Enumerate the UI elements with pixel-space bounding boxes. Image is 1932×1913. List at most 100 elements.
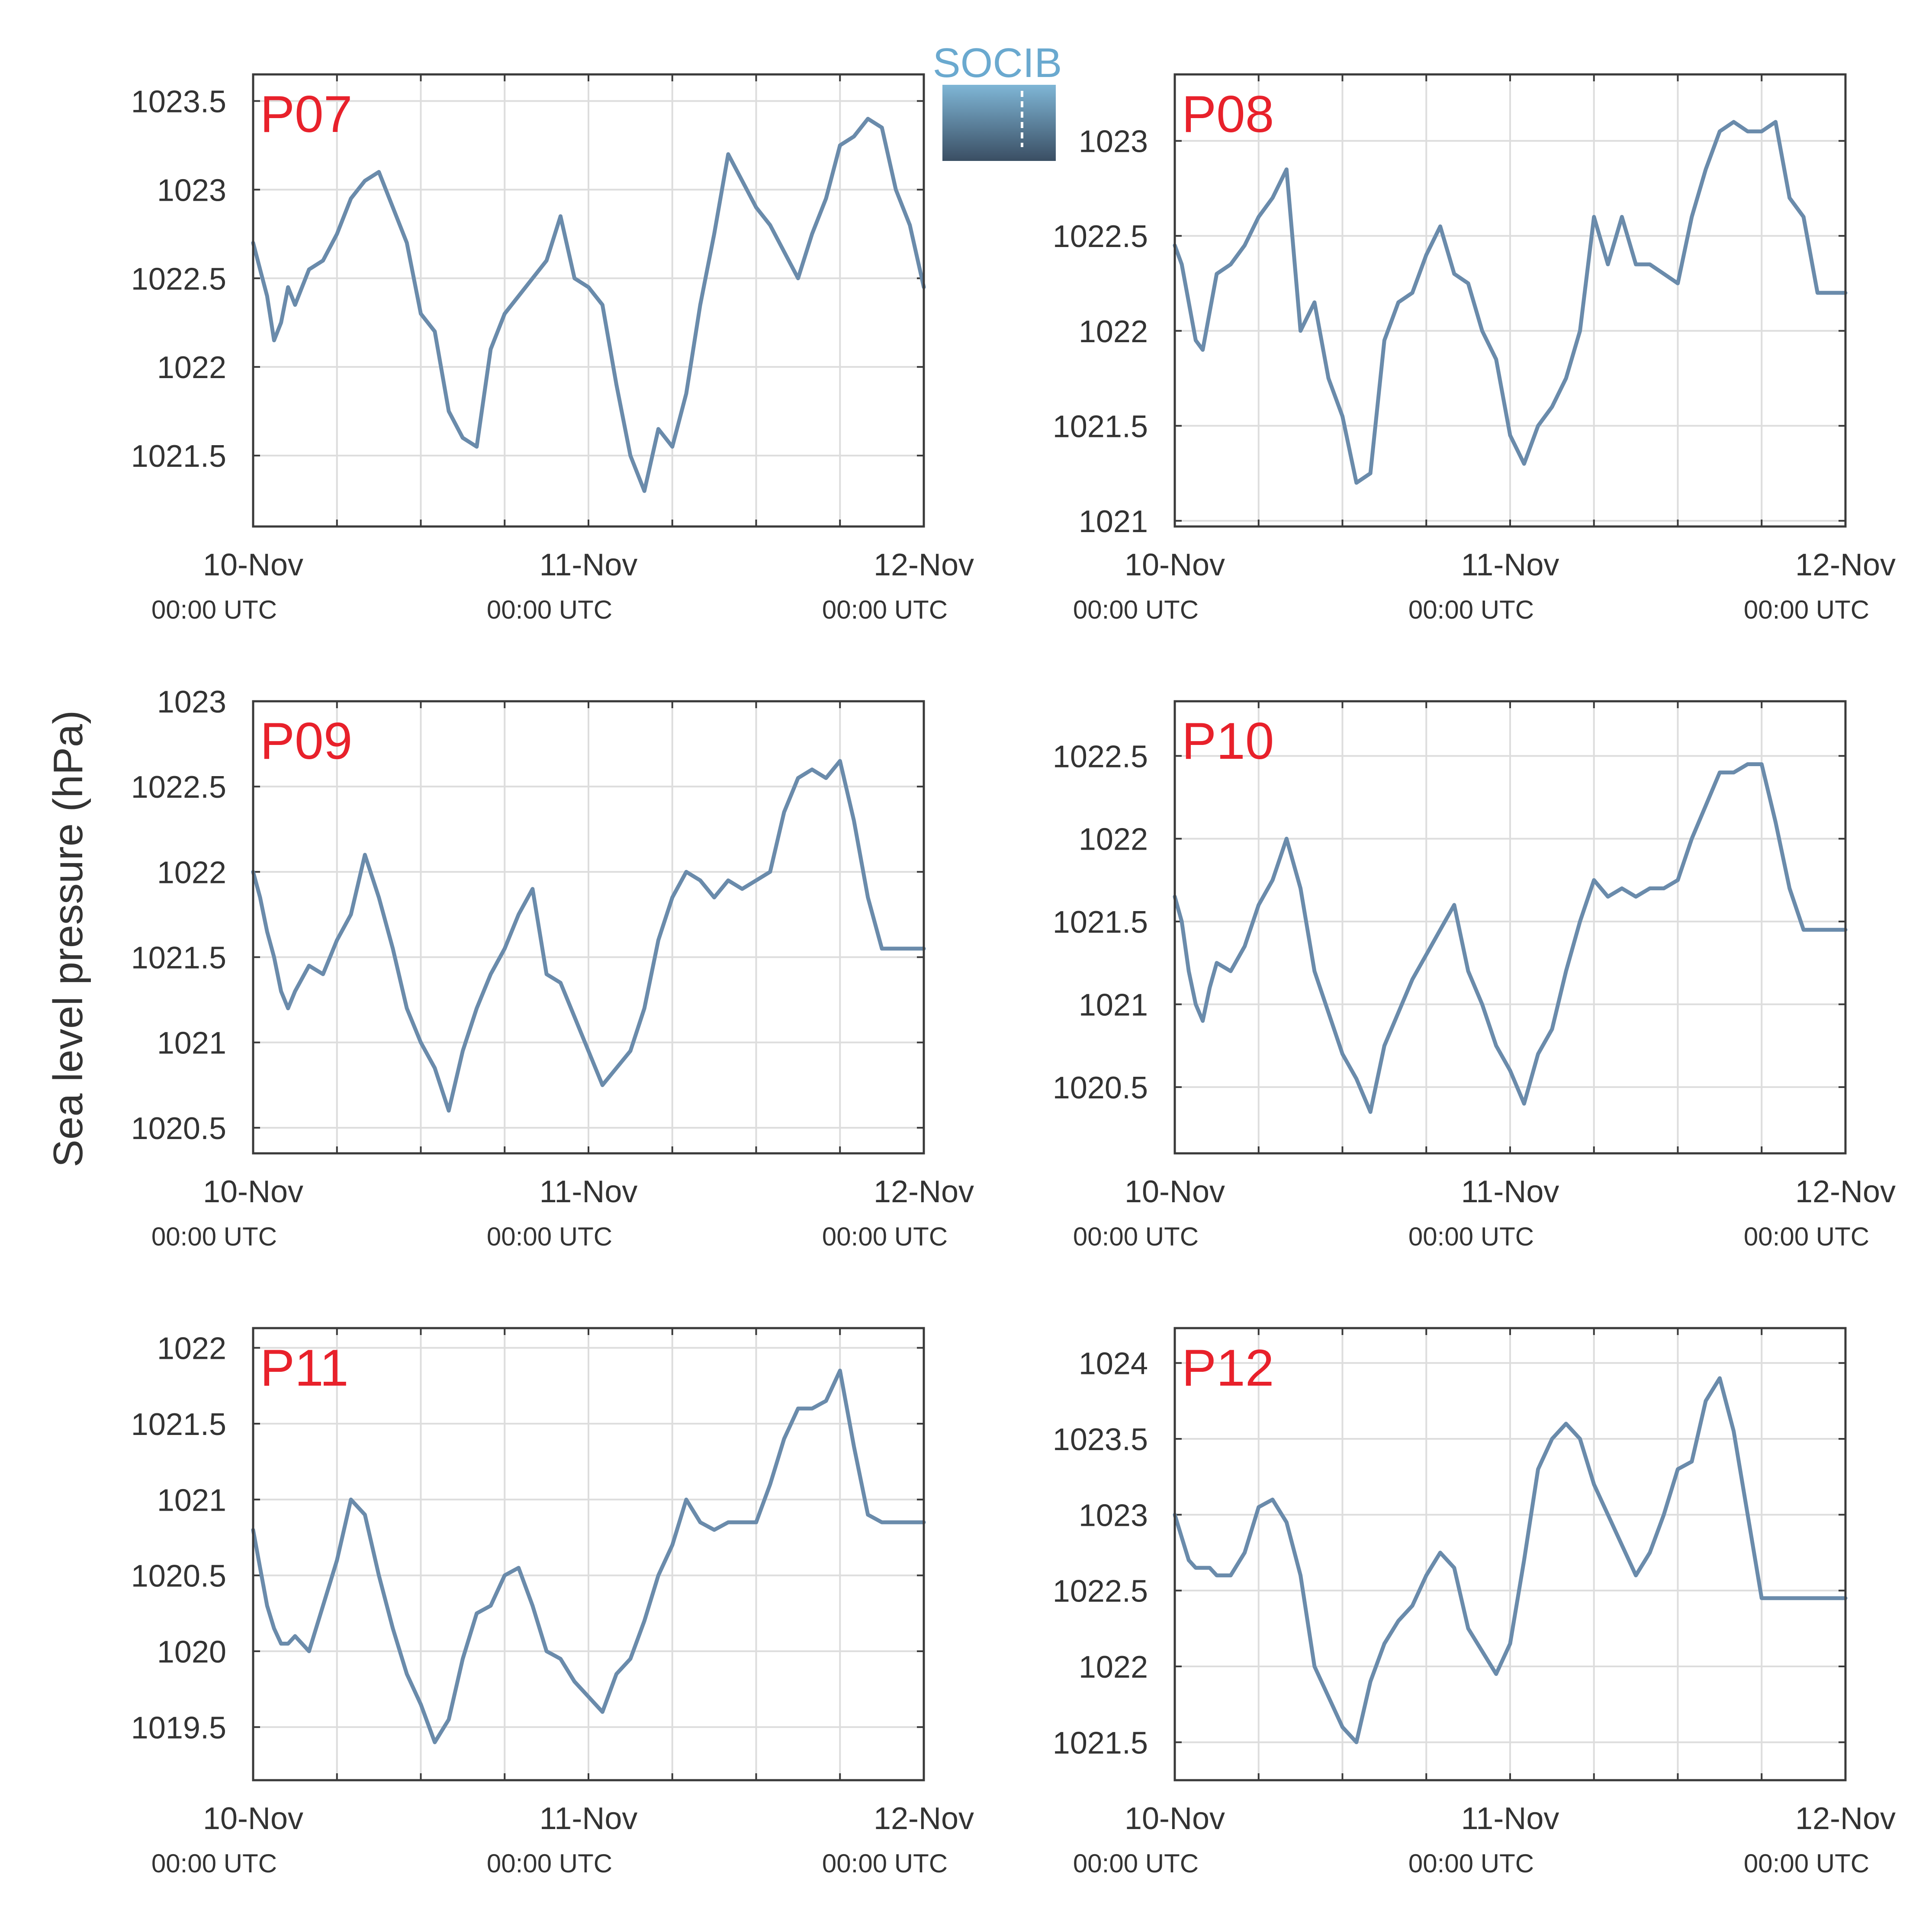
plot-frame <box>252 73 925 528</box>
x-tick-sublabel: 00:00 UTC <box>487 595 612 624</box>
series-line-p12 <box>1173 1376 1848 1744</box>
y-tick-label: 1021.5 <box>131 1407 226 1442</box>
panel-label: P08 <box>1182 85 1274 143</box>
x-tick-label: 11-Nov <box>1461 1175 1559 1209</box>
x-tick-label: 11-Nov <box>1461 1801 1559 1836</box>
x-tick-sublabel: 00:00 UTC <box>487 1222 612 1251</box>
plot-frame <box>1173 700 1847 1155</box>
y-tick-label: 1020.5 <box>131 1559 226 1594</box>
x-tick-sublabel: 00:00 UTC <box>1744 1222 1869 1251</box>
panel-label: P07 <box>260 85 353 143</box>
y-tick-label: 1020 <box>157 1635 226 1669</box>
y-tick-label: 1019.5 <box>131 1711 226 1745</box>
x-tick-label: 10-Nov <box>203 1801 303 1836</box>
x-tick-label: 12-Nov <box>874 1175 974 1209</box>
y-tick-label: 1023.5 <box>131 84 226 119</box>
x-tick-sublabel: 00:00 UTC <box>1744 1849 1869 1878</box>
series-line-p11 <box>251 1368 926 1744</box>
x-tick-label: 10-Nov <box>1125 1801 1225 1836</box>
panel-label: P12 <box>1182 1339 1274 1397</box>
y-tick-label: 1020.5 <box>131 1111 226 1146</box>
panel-p10: 1020.5 1021 1021.5 1022 1022.5 10-Nov 00:00 UT… <box>1053 700 1896 1251</box>
plot-frame <box>252 1327 925 1781</box>
x-tick-label: 12-Nov <box>1795 548 1896 582</box>
x-tick-label: 11-Nov <box>1461 548 1559 582</box>
panel-p12: 1021.5 1022 1022.5 1023 1023.5 1024 10-Nov 00:0… <box>1053 1327 1896 1878</box>
x-tick-label: 10-Nov <box>1125 548 1225 582</box>
ticks <box>253 74 924 526</box>
ticks <box>1175 701 1845 1153</box>
y-tick-label: 1024 <box>1079 1347 1148 1381</box>
y-tick-label: 1022 <box>1079 822 1148 857</box>
series-line-p09 <box>251 759 926 1113</box>
y-tick-label: 1021 <box>1079 504 1148 539</box>
y-tick-label: 1021.5 <box>1053 905 1148 940</box>
x-tick-sublabel: 00:00 UTC <box>487 1849 612 1878</box>
x-tick-label: 11-Nov <box>540 1801 638 1836</box>
y-tick-label: 1023 <box>157 685 226 719</box>
y-tick-label: 1023 <box>1079 1498 1148 1533</box>
y-tick-label: 1021.5 <box>1053 1726 1148 1760</box>
x-tick-label: 11-Nov <box>540 548 638 582</box>
y-tick-label: 1020.5 <box>1053 1071 1148 1105</box>
y-tick-label: 1022.5 <box>1053 739 1148 774</box>
socib-logo-text: SOCIB <box>933 40 1062 86</box>
y-tick-label: 1022.5 <box>1053 1574 1148 1609</box>
panels: 1021.5 1022 1022.5 1023 1023.5 10-Nov 00:00 UT… <box>131 73 1896 1878</box>
plot-frame <box>1173 1327 1847 1781</box>
ticks <box>1175 74 1845 526</box>
x-tick-sublabel: 00:00 UTC <box>1408 1849 1534 1878</box>
series-line-p08 <box>1173 120 1848 485</box>
y-tick-label: 1022 <box>1079 315 1148 349</box>
grid <box>1175 1328 1845 1780</box>
series-line-p07 <box>251 117 926 493</box>
x-tick-sublabel: 00:00 UTC <box>151 1849 277 1878</box>
x-tick-sublabel: 00:00 UTC <box>1073 1222 1199 1251</box>
y-tick-label: 1022 <box>157 855 226 890</box>
plot-frame <box>1173 73 1847 528</box>
x-tick-sublabel: 00:00 UTC <box>1408 1222 1534 1251</box>
panel-label: P11 <box>260 1339 349 1397</box>
x-tick-label: 11-Nov <box>540 1175 638 1209</box>
x-tick-sublabel: 00:00 UTC <box>822 1222 948 1251</box>
panel-p07: 1021.5 1022 1022.5 1023 1023.5 10-Nov 00:00 UT… <box>131 73 974 624</box>
y-tick-label: 1023 <box>157 173 226 208</box>
panel-p08: 1021 1021.5 1022 1022.5 1023 10-Nov 00:00 UTC 1… <box>1053 73 1896 624</box>
x-tick-sublabel: 00:00 UTC <box>822 1849 948 1878</box>
x-tick-label: 12-Nov <box>874 1801 974 1836</box>
y-tick-label: 1022.5 <box>1053 219 1148 254</box>
y-tick-label: 1021.5 <box>131 439 226 474</box>
socib-logo: SOCIB <box>933 40 1062 161</box>
y-tick-label: 1023 <box>1079 125 1148 159</box>
y-tick-label: 1021 <box>1079 988 1148 1022</box>
y-tick-label: 1021 <box>157 1483 226 1518</box>
x-tick-sublabel: 00:00 UTC <box>822 595 948 624</box>
grid <box>253 1328 924 1780</box>
y-tick-label: 1022.5 <box>131 262 226 296</box>
y-tick-label: 1022 <box>157 350 226 385</box>
y-tick-label: 1022 <box>157 1332 226 1366</box>
ticks <box>253 1328 924 1780</box>
x-tick-label: 12-Nov <box>1795 1801 1896 1836</box>
panel-label: P10 <box>1182 712 1274 770</box>
y-tick-label: 1021.5 <box>1053 409 1148 444</box>
x-tick-label: 10-Nov <box>1125 1175 1225 1209</box>
x-tick-label: 10-Nov <box>203 1175 303 1209</box>
x-tick-label: 12-Nov <box>874 548 974 582</box>
y-tick-label: 1021 <box>157 1026 226 1061</box>
y-tick-label: 1021.5 <box>131 941 226 976</box>
panel-p09: 1020.5 1021 1021.5 1022 1022.5 1023 10-Nov 00:0… <box>131 685 974 1251</box>
x-tick-sublabel: 00:00 UTC <box>151 1222 277 1251</box>
plot-frame <box>252 700 925 1155</box>
x-tick-label: 10-Nov <box>203 548 303 582</box>
x-tick-sublabel: 00:00 UTC <box>1073 1849 1199 1878</box>
y-tick-label: 1022 <box>1079 1650 1148 1685</box>
y-tick-label: 1023.5 <box>1053 1422 1148 1457</box>
x-tick-sublabel: 00:00 UTC <box>1073 595 1199 624</box>
grid <box>253 74 924 526</box>
y-axis-label: Sea level pressure (hPa) <box>45 710 91 1168</box>
x-tick-sublabel: 00:00 UTC <box>1744 595 1869 624</box>
x-tick-label: 12-Nov <box>1795 1175 1896 1209</box>
socib-logo-block <box>942 85 1056 161</box>
